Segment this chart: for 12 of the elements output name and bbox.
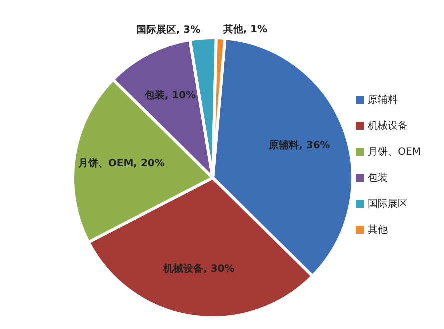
data-label: 机械设备, 30%: [162, 262, 235, 275]
data-label: 包装, 10%: [144, 89, 196, 102]
data-label: 其他, 1%: [222, 24, 268, 36]
legend-label: 月饼、OEM: [368, 146, 421, 158]
data-label: 月饼、OEM, 20%: [77, 158, 165, 170]
legend-label: 机械设备: [368, 120, 408, 132]
legend-label: 其他: [368, 224, 388, 236]
data-label: 国际展区, 3%: [136, 24, 201, 36]
legend-label: 国际展区: [368, 198, 408, 210]
data-label: 原辅料, 36%: [268, 140, 330, 152]
legend-label: 原辅料: [368, 94, 398, 106]
legend-label: 包装: [368, 172, 388, 184]
